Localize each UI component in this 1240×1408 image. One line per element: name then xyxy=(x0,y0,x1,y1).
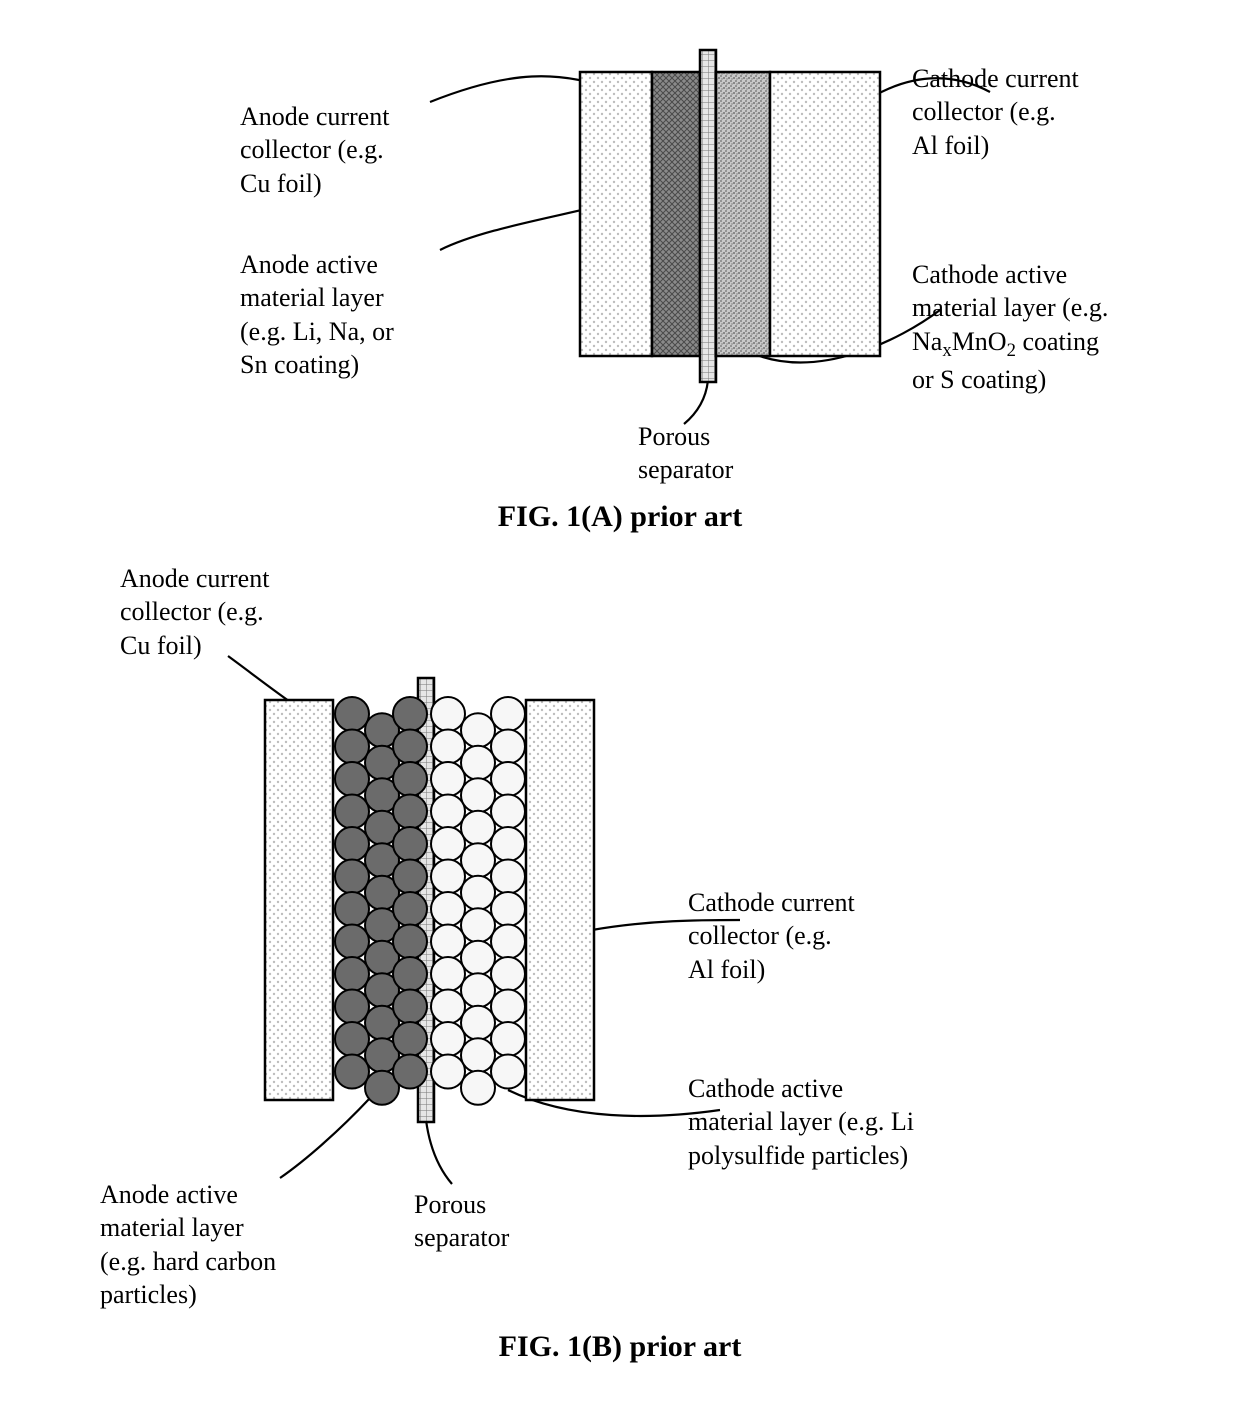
label-cathode-cc-a: Cathode current collector (e.g. Al foil) xyxy=(912,62,1079,162)
cathode-active-layer-a xyxy=(716,72,770,356)
caption-fig-b: FIG. 1(B) prior art xyxy=(0,1330,1240,1364)
label-separator-b: Porous separator xyxy=(414,1188,509,1255)
leader-anode-act-b xyxy=(280,1098,370,1178)
anode-current-collector-b xyxy=(265,700,333,1100)
cathode-particles xyxy=(431,697,525,1105)
label-cathode-act-a: Cathode active material layer (e.g. NaxM… xyxy=(912,258,1108,396)
leader-separator-b xyxy=(426,1120,452,1184)
label-anode-cc-a: Anode current collector (e.g. Cu foil) xyxy=(240,100,389,200)
label-separator-a: Porous separator xyxy=(638,420,733,487)
label-anode-cc-b: Anode current collector (e.g. Cu foil) xyxy=(120,562,269,662)
leader-anode-cc-b xyxy=(228,656,296,706)
anode-active-layer-a xyxy=(652,72,700,356)
anode-current-collector-a xyxy=(580,72,652,356)
cathode-current-collector-a xyxy=(770,72,880,356)
leader-separator-a xyxy=(684,380,708,424)
figure-a xyxy=(430,50,990,424)
figure-b xyxy=(228,656,740,1184)
label-anode-act-a: Anode active material layer (e.g. Li, Na… xyxy=(240,248,394,381)
caption-fig-a: FIG. 1(A) prior art xyxy=(0,500,1240,534)
separator-a xyxy=(700,50,716,382)
label-cathode-act-b: Cathode active material layer (e.g. Li p… xyxy=(688,1072,914,1172)
label-anode-act-b: Anode active material layer (e.g. hard c… xyxy=(100,1178,276,1311)
label-cathode-cc-b: Cathode current collector (e.g. Al foil) xyxy=(688,886,855,986)
cathode-current-collector-b xyxy=(526,700,594,1100)
anode-particles xyxy=(335,697,427,1105)
